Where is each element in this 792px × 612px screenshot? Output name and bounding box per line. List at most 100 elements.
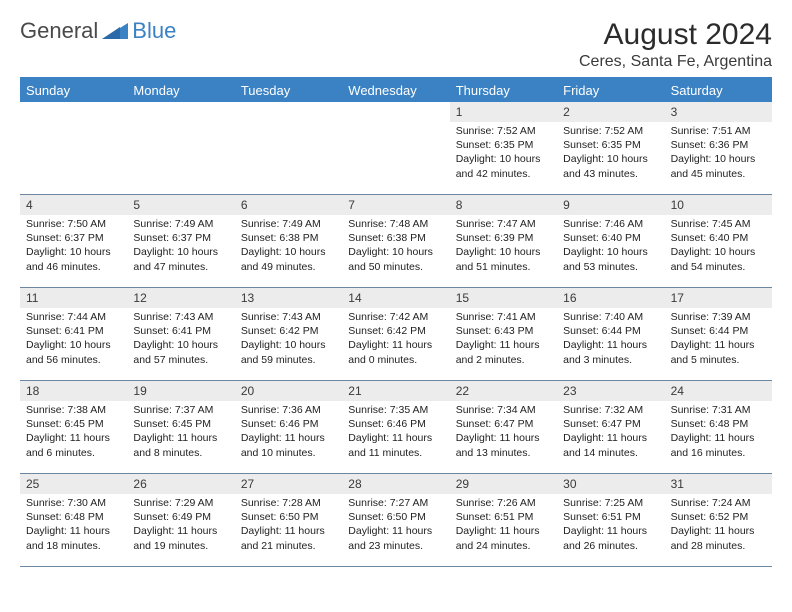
day-details: Sunrise: 7:34 AMSunset: 6:47 PMDaylight:…: [450, 403, 557, 460]
calendar-day: 25Sunrise: 7:30 AMSunset: 6:48 PMDayligh…: [20, 474, 127, 566]
daylight-text: Daylight: 10 hours and 46 minutes.: [26, 245, 121, 273]
logo: General Blue: [20, 18, 176, 44]
sunset-text: Sunset: 6:37 PM: [133, 231, 228, 245]
daylight-text: Daylight: 10 hours and 47 minutes.: [133, 245, 228, 273]
sunrise-text: Sunrise: 7:35 AM: [348, 403, 443, 417]
calendar-day: 2Sunrise: 7:52 AMSunset: 6:35 PMDaylight…: [557, 102, 664, 194]
calendar-day: 9Sunrise: 7:46 AMSunset: 6:40 PMDaylight…: [557, 195, 664, 287]
sunset-text: Sunset: 6:51 PM: [563, 510, 658, 524]
daylight-text: Daylight: 10 hours and 56 minutes.: [26, 338, 121, 366]
day-number: 15: [450, 288, 557, 308]
daylight-text: Daylight: 10 hours and 59 minutes.: [241, 338, 336, 366]
calendar-day: 10Sunrise: 7:45 AMSunset: 6:40 PMDayligh…: [665, 195, 772, 287]
daylight-text: Daylight: 10 hours and 50 minutes.: [348, 245, 443, 273]
day-details: Sunrise: 7:44 AMSunset: 6:41 PMDaylight:…: [20, 310, 127, 367]
calendar-day: 16Sunrise: 7:40 AMSunset: 6:44 PMDayligh…: [557, 288, 664, 380]
day-number: 31: [665, 474, 772, 494]
day-number: 16: [557, 288, 664, 308]
calendar-day: 11Sunrise: 7:44 AMSunset: 6:41 PMDayligh…: [20, 288, 127, 380]
day-details: Sunrise: 7:49 AMSunset: 6:38 PMDaylight:…: [235, 217, 342, 274]
sunrise-text: Sunrise: 7:40 AM: [563, 310, 658, 324]
day-number: 19: [127, 381, 234, 401]
weekday-label: Wednesday: [342, 79, 449, 102]
sunrise-text: Sunrise: 7:27 AM: [348, 496, 443, 510]
daylight-text: Daylight: 11 hours and 14 minutes.: [563, 431, 658, 459]
day-number: 26: [127, 474, 234, 494]
sunset-text: Sunset: 6:35 PM: [563, 138, 658, 152]
sunrise-text: Sunrise: 7:47 AM: [456, 217, 551, 231]
calendar-day: 13Sunrise: 7:43 AMSunset: 6:42 PMDayligh…: [235, 288, 342, 380]
daylight-text: Daylight: 11 hours and 16 minutes.: [671, 431, 766, 459]
sunset-text: Sunset: 6:52 PM: [671, 510, 766, 524]
daylight-text: Daylight: 10 hours and 51 minutes.: [456, 245, 551, 273]
day-details: Sunrise: 7:46 AMSunset: 6:40 PMDaylight:…: [557, 217, 664, 274]
logo-triangle-icon: [102, 19, 128, 44]
sunset-text: Sunset: 6:48 PM: [26, 510, 121, 524]
sunset-text: Sunset: 6:40 PM: [671, 231, 766, 245]
sunset-text: Sunset: 6:44 PM: [563, 324, 658, 338]
day-details: Sunrise: 7:32 AMSunset: 6:47 PMDaylight:…: [557, 403, 664, 460]
day-number: 28: [342, 474, 449, 494]
calendar-day: 8Sunrise: 7:47 AMSunset: 6:39 PMDaylight…: [450, 195, 557, 287]
calendar-day: [342, 102, 449, 194]
daylight-text: Daylight: 11 hours and 24 minutes.: [456, 524, 551, 552]
day-details: Sunrise: 7:42 AMSunset: 6:42 PMDaylight:…: [342, 310, 449, 367]
daylight-text: Daylight: 11 hours and 26 minutes.: [563, 524, 658, 552]
calendar-day: 22Sunrise: 7:34 AMSunset: 6:47 PMDayligh…: [450, 381, 557, 473]
sunrise-text: Sunrise: 7:34 AM: [456, 403, 551, 417]
calendar-day: 28Sunrise: 7:27 AMSunset: 6:50 PMDayligh…: [342, 474, 449, 566]
day-number: 9: [557, 195, 664, 215]
calendar-day: 14Sunrise: 7:42 AMSunset: 6:42 PMDayligh…: [342, 288, 449, 380]
sunrise-text: Sunrise: 7:42 AM: [348, 310, 443, 324]
sunrise-text: Sunrise: 7:25 AM: [563, 496, 658, 510]
sunrise-text: Sunrise: 7:43 AM: [241, 310, 336, 324]
sunrise-text: Sunrise: 7:48 AM: [348, 217, 443, 231]
sunrise-text: Sunrise: 7:24 AM: [671, 496, 766, 510]
sunset-text: Sunset: 6:41 PM: [26, 324, 121, 338]
sunset-text: Sunset: 6:46 PM: [241, 417, 336, 431]
daylight-text: Daylight: 10 hours and 45 minutes.: [671, 152, 766, 180]
calendar-week: 4Sunrise: 7:50 AMSunset: 6:37 PMDaylight…: [20, 195, 772, 288]
day-details: Sunrise: 7:24 AMSunset: 6:52 PMDaylight:…: [665, 496, 772, 553]
calendar-day: 30Sunrise: 7:25 AMSunset: 6:51 PMDayligh…: [557, 474, 664, 566]
daylight-text: Daylight: 11 hours and 6 minutes.: [26, 431, 121, 459]
sunrise-text: Sunrise: 7:43 AM: [133, 310, 228, 324]
calendar-day: 1Sunrise: 7:52 AMSunset: 6:35 PMDaylight…: [450, 102, 557, 194]
calendar-day: 27Sunrise: 7:28 AMSunset: 6:50 PMDayligh…: [235, 474, 342, 566]
day-details: Sunrise: 7:30 AMSunset: 6:48 PMDaylight:…: [20, 496, 127, 553]
daylight-text: Daylight: 10 hours and 53 minutes.: [563, 245, 658, 273]
sunrise-text: Sunrise: 7:37 AM: [133, 403, 228, 417]
daylight-text: Daylight: 11 hours and 11 minutes.: [348, 431, 443, 459]
sunset-text: Sunset: 6:42 PM: [241, 324, 336, 338]
day-details: Sunrise: 7:43 AMSunset: 6:42 PMDaylight:…: [235, 310, 342, 367]
day-details: Sunrise: 7:48 AMSunset: 6:38 PMDaylight:…: [342, 217, 449, 274]
calendar-day: 24Sunrise: 7:31 AMSunset: 6:48 PMDayligh…: [665, 381, 772, 473]
daylight-text: Daylight: 11 hours and 28 minutes.: [671, 524, 766, 552]
day-number: 6: [235, 195, 342, 215]
day-number: 24: [665, 381, 772, 401]
sunset-text: Sunset: 6:43 PM: [456, 324, 551, 338]
day-details: Sunrise: 7:49 AMSunset: 6:37 PMDaylight:…: [127, 217, 234, 274]
weekday-row: Sunday Monday Tuesday Wednesday Thursday…: [20, 79, 772, 102]
daylight-text: Daylight: 11 hours and 18 minutes.: [26, 524, 121, 552]
sunrise-text: Sunrise: 7:31 AM: [671, 403, 766, 417]
day-details: Sunrise: 7:36 AMSunset: 6:46 PMDaylight:…: [235, 403, 342, 460]
daylight-text: Daylight: 11 hours and 19 minutes.: [133, 524, 228, 552]
sunset-text: Sunset: 6:35 PM: [456, 138, 551, 152]
day-details: Sunrise: 7:27 AMSunset: 6:50 PMDaylight:…: [342, 496, 449, 553]
calendar-day: 26Sunrise: 7:29 AMSunset: 6:49 PMDayligh…: [127, 474, 234, 566]
sunrise-text: Sunrise: 7:38 AM: [26, 403, 121, 417]
day-number: 8: [450, 195, 557, 215]
day-details: Sunrise: 7:37 AMSunset: 6:45 PMDaylight:…: [127, 403, 234, 460]
day-details: Sunrise: 7:26 AMSunset: 6:51 PMDaylight:…: [450, 496, 557, 553]
sunset-text: Sunset: 6:50 PM: [348, 510, 443, 524]
day-details: Sunrise: 7:28 AMSunset: 6:50 PMDaylight:…: [235, 496, 342, 553]
weekday-label: Saturday: [665, 79, 772, 102]
weekday-label: Monday: [127, 79, 234, 102]
day-details: Sunrise: 7:41 AMSunset: 6:43 PMDaylight:…: [450, 310, 557, 367]
day-number: 2: [557, 102, 664, 122]
sunset-text: Sunset: 6:50 PM: [241, 510, 336, 524]
calendar-day: 7Sunrise: 7:48 AMSunset: 6:38 PMDaylight…: [342, 195, 449, 287]
title-block: August 2024 Ceres, Santa Fe, Argentina: [579, 18, 772, 71]
calendar-week: 11Sunrise: 7:44 AMSunset: 6:41 PMDayligh…: [20, 288, 772, 381]
